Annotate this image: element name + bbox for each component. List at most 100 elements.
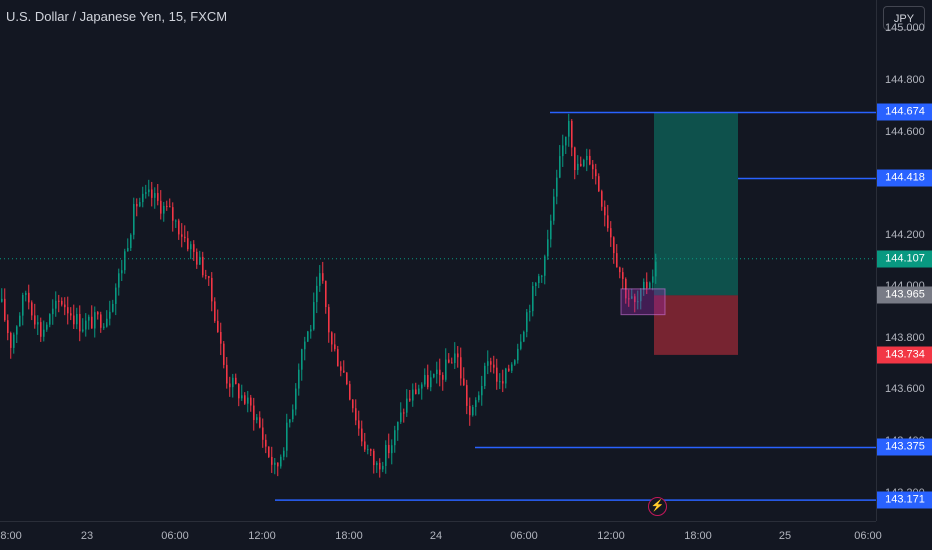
candle-body	[490, 361, 492, 365]
candle-body	[64, 304, 66, 308]
candle-body	[442, 375, 444, 380]
price-tick-label: 145.000	[885, 22, 925, 35]
candle-body	[10, 333, 12, 348]
candle-body	[7, 320, 9, 334]
price-tick-label: 144.800	[885, 73, 925, 86]
candle-body	[655, 261, 657, 277]
candle-body	[49, 314, 51, 325]
candle-body	[76, 314, 78, 325]
flash-icon[interactable]: ⚡	[648, 497, 667, 516]
candle-body	[259, 417, 261, 428]
candle-body	[640, 289, 642, 302]
price-badge: 143.965	[877, 286, 932, 304]
candle-body	[124, 251, 126, 271]
candle-body	[529, 311, 531, 313]
candle-body	[283, 450, 285, 457]
candle-body	[535, 283, 537, 287]
candle-body	[523, 331, 525, 342]
candle-body	[241, 395, 243, 399]
candle-body	[556, 177, 558, 197]
candle-body	[151, 189, 153, 198]
candle-body	[499, 381, 501, 383]
candle-body	[52, 308, 54, 315]
candle-body	[340, 366, 342, 371]
candle-body	[1, 298, 3, 302]
candle-body	[613, 237, 615, 254]
candle-body	[325, 280, 327, 308]
candle-body	[142, 193, 144, 203]
candle-body	[430, 377, 432, 388]
candle-body	[277, 462, 279, 467]
candle-body	[166, 205, 168, 207]
candle-body	[250, 397, 252, 406]
candle-body	[427, 375, 429, 388]
currency-button[interactable]: JPY	[883, 6, 925, 30]
candle-body	[571, 120, 573, 148]
time-tick-label: 24	[429, 530, 443, 542]
candle-body	[532, 286, 534, 312]
candle-body	[205, 275, 207, 277]
candle-body	[82, 329, 84, 332]
candle-body	[127, 248, 129, 252]
candle-body	[445, 359, 447, 380]
candle-body	[451, 362, 453, 364]
candle-body	[229, 383, 231, 388]
candle-body	[559, 156, 561, 178]
candle-body	[25, 292, 27, 295]
price-badge: 143.171	[877, 491, 932, 509]
candle-body	[145, 192, 147, 194]
candle-body	[43, 329, 45, 337]
candle-body	[292, 409, 294, 420]
candle-body	[391, 445, 393, 454]
candle-body	[478, 395, 480, 401]
candle-body	[88, 316, 90, 321]
candle-body	[457, 353, 459, 358]
candle-body	[343, 370, 345, 373]
candle-body	[211, 277, 213, 302]
candle-body	[394, 430, 396, 446]
candle-body	[604, 206, 606, 216]
candle-body	[379, 462, 381, 470]
candle-body	[544, 256, 546, 276]
candle-body	[34, 315, 36, 325]
candle-body	[352, 399, 354, 409]
candle-body	[106, 318, 108, 327]
candle-body	[385, 444, 387, 466]
candle-body	[469, 405, 471, 416]
candle-body	[565, 136, 567, 146]
time-tick-label: 25	[778, 530, 792, 542]
candle-body	[160, 200, 162, 214]
highlight-box[interactable]	[620, 288, 666, 316]
candle-body	[541, 275, 543, 277]
candle-body	[67, 307, 69, 314]
candle-body	[133, 204, 135, 235]
candle-body	[193, 244, 195, 252]
candle-body	[568, 120, 570, 137]
candle-body	[253, 405, 255, 421]
candle-body	[304, 341, 306, 350]
candle-body	[289, 419, 291, 423]
candle-body	[487, 361, 489, 366]
candle-body	[583, 160, 585, 167]
candle-body	[46, 324, 48, 330]
candle-body	[37, 322, 39, 325]
candle-body	[331, 332, 333, 345]
candle-body	[598, 176, 600, 192]
candle-body	[367, 449, 369, 451]
candle-body	[481, 386, 483, 396]
target-zone[interactable]	[654, 112, 738, 296]
stop-zone[interactable]	[654, 295, 738, 355]
candle-body	[517, 348, 519, 361]
candle-body	[130, 234, 132, 249]
price-chart[interactable]	[0, 0, 876, 521]
time-axis[interactable]: 18:00 23 06:00 12:00 18:00 24 06:00 12:00 18:00 2…	[0, 521, 882, 550]
candle-body	[601, 191, 603, 207]
price-axis[interactable]: JPY 145.000144.800144.600144.200144.0001…	[876, 0, 932, 521]
time-tick-label: 12:00	[597, 530, 625, 542]
candle-body	[94, 312, 96, 329]
candle-body	[370, 449, 372, 451]
candle-body	[274, 462, 276, 465]
candle-body	[136, 204, 138, 207]
chart-title: U.S. Dollar / Japanese Yen, 15, FXCM	[6, 9, 228, 24]
candle-body	[286, 422, 288, 451]
